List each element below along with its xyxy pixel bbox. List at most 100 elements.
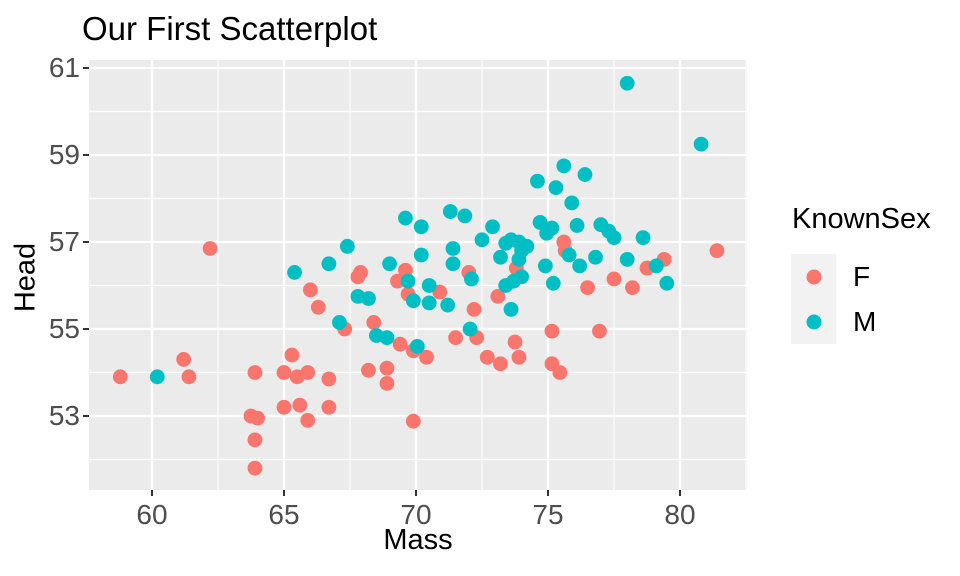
- data-point-m: [572, 258, 588, 274]
- legend-title: KnownSex: [792, 203, 931, 235]
- x-axis-title: Mass: [383, 524, 453, 556]
- data-point-m: [361, 291, 376, 306]
- data-point-m: [457, 208, 473, 224]
- data-point-m: [379, 330, 395, 346]
- data-point-m: [561, 247, 577, 263]
- data-point-f: [250, 410, 265, 426]
- data-point-f: [292, 397, 308, 413]
- data-point-m: [564, 195, 580, 211]
- data-point-f: [247, 460, 263, 476]
- y-tick-mark: [83, 66, 89, 70]
- y-tick-label: 57: [48, 225, 80, 257]
- y-tick-label: 59: [48, 138, 80, 170]
- data-point-m: [503, 302, 519, 317]
- x-tick-label: 65: [268, 499, 300, 530]
- data-point-m: [398, 210, 413, 226]
- legend-entry-m: M: [791, 299, 931, 344]
- data-point-m: [519, 238, 535, 254]
- data-point-f: [405, 413, 421, 429]
- data-point-f: [552, 365, 568, 380]
- male-dot-icon: [806, 314, 821, 329]
- data-point-m: [474, 232, 490, 248]
- data-point-f: [300, 365, 316, 380]
- data-point-f: [511, 349, 527, 365]
- data-point-f: [300, 412, 316, 428]
- data-point-f: [276, 365, 292, 380]
- data-point-f: [276, 399, 292, 415]
- y-tick-label: 55: [48, 312, 80, 344]
- data-point-m: [445, 256, 461, 272]
- data-point-f: [247, 432, 263, 448]
- data-point-f: [448, 330, 463, 346]
- data-point-m: [606, 230, 622, 246]
- data-point-m: [648, 258, 664, 274]
- data-point-f: [379, 360, 395, 376]
- y-tick-label: 53: [48, 399, 80, 431]
- data-point-f: [419, 349, 434, 365]
- x-tick-mark: [150, 490, 154, 496]
- data-point-m: [413, 219, 429, 235]
- data-point-m: [588, 249, 603, 265]
- data-point-m: [464, 271, 479, 287]
- data-point-m: [577, 167, 593, 182]
- data-point-m: [405, 293, 421, 309]
- data-point-f: [284, 347, 300, 363]
- legend-key-f: [791, 254, 836, 299]
- x-tick-mark: [678, 490, 682, 496]
- data-point-m: [569, 218, 585, 233]
- data-point-f: [507, 334, 523, 350]
- data-point-f: [390, 273, 405, 289]
- data-point-m: [400, 273, 416, 289]
- data-point-f: [321, 399, 337, 415]
- data-point-m: [635, 230, 651, 246]
- data-point-m: [537, 258, 553, 274]
- data-point-f: [202, 241, 218, 256]
- data-point-m: [514, 269, 529, 285]
- data-point-m: [440, 297, 456, 313]
- legend-key-m: [791, 299, 836, 344]
- data-point-m: [462, 321, 478, 337]
- data-point-f: [302, 282, 318, 298]
- legend: KnownSex F M: [791, 203, 931, 344]
- data-point-f: [321, 371, 337, 387]
- data-point-m: [548, 180, 564, 196]
- y-tick-mark: [83, 414, 89, 418]
- data-point-f: [379, 375, 395, 391]
- data-point-m: [485, 219, 500, 235]
- data-point-f: [606, 271, 622, 287]
- data-point-f: [490, 288, 506, 304]
- y-tick-mark: [83, 327, 89, 331]
- data-point-m: [421, 278, 437, 293]
- data-point-m: [530, 173, 545, 189]
- data-point-f: [580, 280, 595, 296]
- data-point-m: [382, 256, 397, 272]
- data-point-f: [353, 265, 368, 280]
- x-tick-label: 75: [532, 499, 564, 530]
- data-point-f: [432, 284, 448, 300]
- data-point-m: [409, 338, 425, 354]
- data-point-f: [544, 323, 560, 339]
- y-tick-mark: [83, 240, 89, 244]
- plot-title: Our First Scatterplot: [82, 10, 378, 47]
- data-point-f: [625, 280, 640, 296]
- plot-panel: [89, 60, 747, 490]
- data-point-m: [321, 256, 337, 272]
- data-point-m: [421, 295, 437, 311]
- data-point-f: [361, 362, 376, 378]
- data-point-m: [445, 241, 461, 256]
- data-point-m: [493, 249, 508, 265]
- data-point-f: [181, 369, 197, 385]
- y-axis-title: Head: [9, 242, 42, 313]
- data-point-f: [466, 302, 482, 317]
- data-point-f: [247, 365, 263, 380]
- data-point-f: [709, 243, 725, 259]
- data-point-m: [659, 275, 675, 291]
- x-tick-mark: [546, 490, 550, 496]
- female-dot-icon: [806, 269, 821, 284]
- x-tick-label: 80: [664, 499, 696, 530]
- data-point-f: [366, 315, 382, 330]
- data-point-m: [442, 204, 458, 219]
- data-point-m: [556, 158, 572, 174]
- x-tick-label: 70: [400, 499, 432, 530]
- legend-entry-f: F: [791, 254, 931, 299]
